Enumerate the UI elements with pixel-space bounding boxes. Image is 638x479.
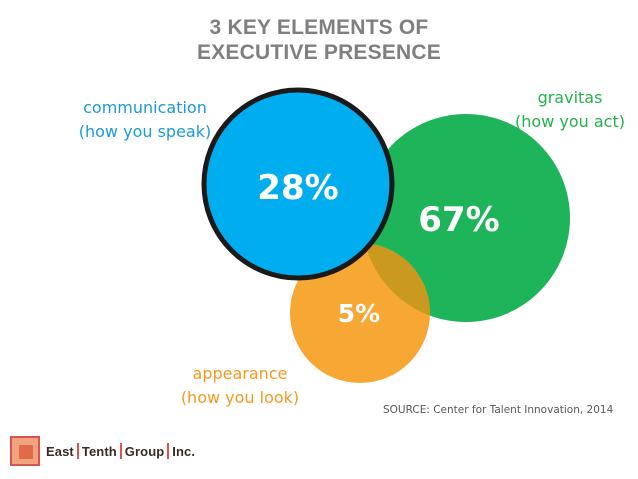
gravitas-label: gravitas (how you act) (500, 86, 638, 134)
appearance-percent: 5% (338, 299, 380, 328)
communication-desc: (how you speak) (78, 122, 212, 141)
appearance-gravitas-overlap (362, 243, 430, 322)
diagram-title-line2: EXECUTIVE PRESENCE (197, 41, 441, 64)
appearance-label: appearance (how you look) (160, 362, 320, 410)
appearance-desc: (how you look) (180, 388, 300, 407)
communication-label: communication (how you speak) (60, 96, 230, 144)
gravitas-name: gravitas (537, 88, 603, 107)
logo-part-east: East (46, 443, 74, 459)
logo-divider (119, 443, 122, 459)
communication-circle (201, 87, 395, 281)
logo-square-icon (10, 436, 40, 466)
logo-wordmark: East Tenth Group Inc. (46, 443, 195, 459)
communication-percent: 28% (257, 168, 338, 208)
company-logo: East Tenth Group Inc. (10, 432, 195, 470)
logo-part-inc: Inc. (172, 443, 196, 459)
logo-divider (167, 443, 170, 459)
logo-part-tenth: Tenth (81, 443, 117, 459)
appearance-name: appearance (192, 364, 288, 383)
logo-part-group: Group (124, 443, 165, 459)
gravitas-desc: (how you act) (515, 112, 625, 131)
communication-name: communication (83, 98, 207, 117)
gravitas-percent: 67% (418, 200, 499, 240)
logo-divider (76, 443, 79, 459)
source-note: SOURCE: Center for Talent Innovation, 20… (383, 404, 614, 416)
diagram-title-line1: 3 KEY ELEMENTS OF (209, 16, 429, 39)
